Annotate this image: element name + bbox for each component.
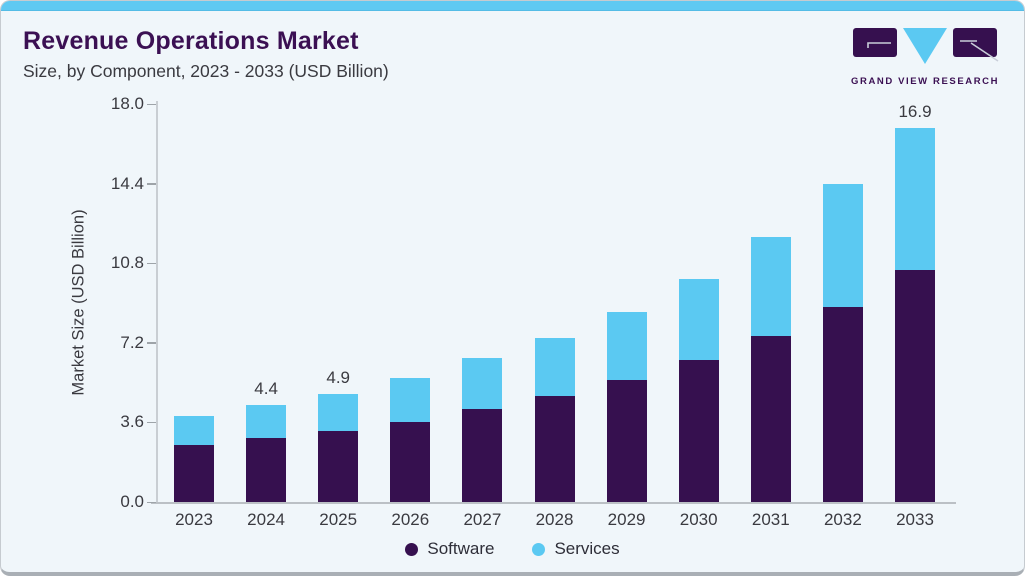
bar-software-segment — [390, 422, 431, 502]
y-tick-label: 14.4 — [110, 173, 144, 193]
bar-services-segment — [534, 338, 575, 396]
page-title: Revenue Operations Market — [23, 27, 359, 55]
x-axis-line — [151, 502, 956, 504]
y-tick-label: 0.0 — [120, 492, 144, 511]
bar-software-segment — [318, 431, 359, 502]
y-tick-mark — [147, 501, 156, 503]
bar-services-segment — [462, 358, 503, 410]
bar-total-label: 4.9 — [326, 367, 350, 387]
bar-services-segment — [822, 183, 863, 308]
bar-total-label: 4.4 — [254, 378, 278, 398]
bar-software-segment — [750, 336, 791, 502]
bar-software-segment — [678, 360, 719, 502]
x-tick-label: 2031 — [751, 510, 790, 529]
bar-services-segment — [606, 311, 647, 381]
y-tick-mark — [147, 262, 156, 265]
bar-software-segment — [246, 437, 287, 502]
x-tick-label: 2027 — [463, 510, 502, 529]
bar-software-segment — [606, 380, 647, 502]
y-tick-label: 3.6 — [120, 412, 144, 432]
y-axis-title: Market Size (USD Billion) — [69, 209, 88, 396]
bar-services-segment — [678, 278, 719, 361]
y-tick-mark — [147, 342, 156, 344]
bar-services-segment — [895, 128, 935, 270]
legend-item-services: Services — [532, 539, 620, 559]
chart-header: Revenue Operations Market Size, by Compo… — [23, 27, 389, 82]
x-tick-label: 2033 — [896, 510, 934, 529]
y-axis-line — [156, 101, 158, 503]
legend-services-label: Services — [554, 539, 620, 558]
x-tick-label: 2026 — [391, 510, 430, 529]
bar-software-segment — [822, 307, 863, 502]
bar-services-segment — [390, 378, 431, 423]
bar-total-label: 16.9 — [898, 102, 932, 122]
bar-software-segment — [895, 269, 935, 502]
x-tick-label: 2023 — [175, 510, 213, 529]
bar-software-segment — [462, 409, 503, 502]
chart-legend: Software Services — [1, 539, 1024, 559]
y-tick-label: 7.2 — [120, 332, 144, 352]
x-tick-label: 2025 — [319, 510, 358, 529]
gvr-logo-icon — [853, 28, 999, 64]
legend-item-software: Software — [405, 539, 494, 559]
bar-services-segment — [318, 393, 359, 432]
y-tick-mark — [147, 103, 156, 105]
x-tick-label: 2030 — [679, 510, 718, 529]
x-tick-label: 2024 — [247, 510, 285, 529]
gvr-logo: GRAND VIEW RESEARCH — [851, 26, 999, 87]
bar-services-segment — [174, 415, 214, 445]
legend-software-label: Software — [427, 539, 495, 558]
x-tick-label: 2028 — [535, 510, 574, 529]
y-tick-mark — [147, 183, 156, 185]
x-tick-label: 2029 — [607, 510, 646, 529]
bar-services-segment — [246, 404, 287, 438]
bar-software-segment — [534, 395, 575, 502]
page-subtitle: Size, by Component, 2023 - 2033 (USD Bil… — [23, 61, 389, 81]
x-tick-label: 2032 — [823, 510, 862, 529]
bar-software-segment — [174, 444, 214, 502]
top-accent-strip — [1, 1, 1024, 11]
bar-services-segment — [750, 236, 791, 337]
y-tick-label: 10.8 — [110, 253, 144, 273]
y-tick-label: 18.0 — [110, 94, 144, 113]
services-legend-dot-icon — [532, 542, 546, 556]
y-tick-mark — [147, 421, 156, 424]
software-legend-dot-icon — [405, 542, 419, 556]
gvr-logo-text: GRAND VIEW RESEARCH — [851, 76, 1000, 87]
